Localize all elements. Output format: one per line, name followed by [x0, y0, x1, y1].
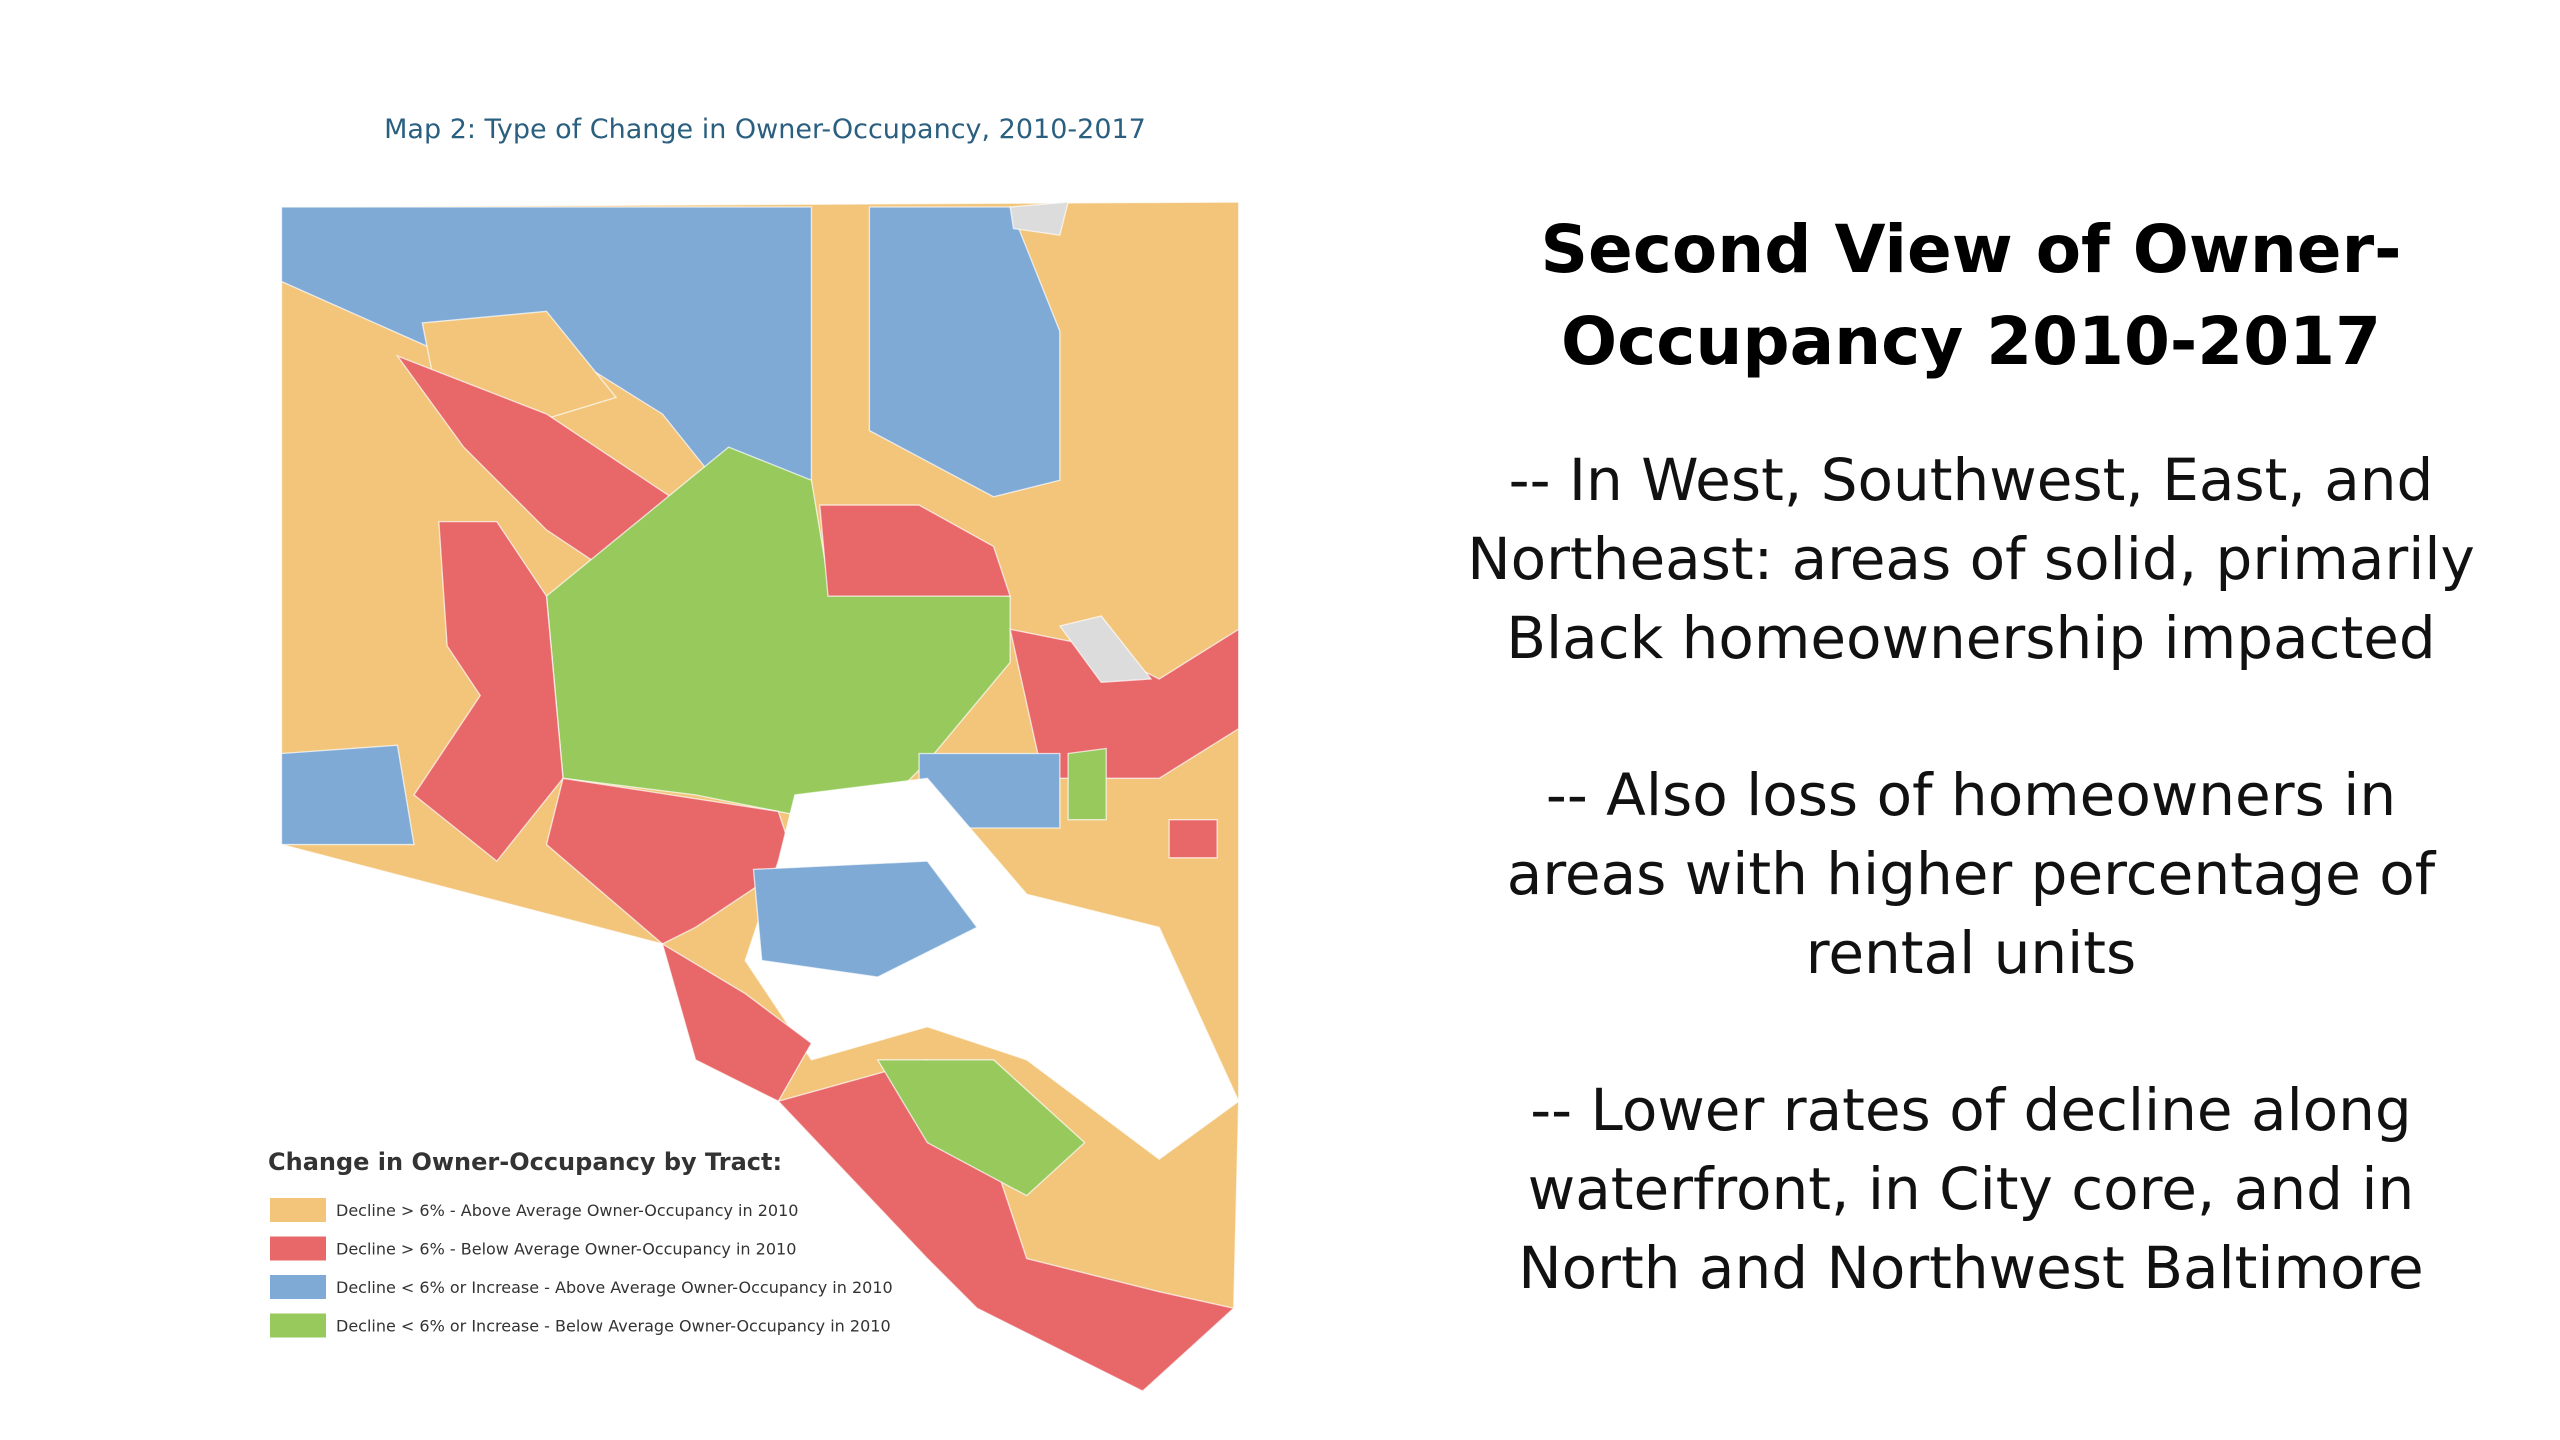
- tract-area: [545, 777, 796, 945]
- tract-area: [1058, 615, 1153, 683]
- legend-label: Decline > 6% - Above Average Owner-Occup…: [336, 1201, 798, 1220]
- tract-area: [876, 1059, 1086, 1197]
- legend-swatch: [270, 1313, 326, 1338]
- tract-area: [280, 744, 415, 846]
- bullet-line: Northeast: areas of solid, primarily: [1467, 525, 2475, 593]
- bullet-line: waterfront, in City core, and in: [1528, 1155, 2414, 1223]
- legend-label: Decline < 6% or Increase - Above Average…: [336, 1278, 893, 1297]
- legend: Decline > 6% - Above Average Owner-Occup…: [270, 1198, 893, 1338]
- bullet-line: Black homeownership impacted: [1506, 604, 2435, 672]
- tract-area: [1009, 201, 1069, 236]
- tract-area: [752, 860, 979, 978]
- legend-swatch: [270, 1198, 326, 1222]
- map-title: Map 2: Type of Change in Owner-Occupancy…: [384, 114, 1146, 145]
- legend-swatch: [270, 1275, 326, 1299]
- tract-area: [545, 446, 1011, 829]
- bullet-line: -- Also loss of homeowners in: [1546, 761, 2396, 829]
- slide-title: Second View of Owner-: [1540, 211, 2401, 288]
- tract-area: [413, 520, 564, 863]
- legend-swatch: [270, 1236, 326, 1261]
- bullet-line: North and Northwest Baltimore: [1518, 1234, 2424, 1302]
- legend-label: Decline > 6% - Below Average Owner-Occup…: [336, 1240, 796, 1259]
- slide-text: Second View of Owner- Occupancy 2010-2017…: [1467, 211, 2475, 1302]
- slide-title: Occupancy 2010-2017: [1561, 303, 2381, 380]
- tract-area: [1067, 747, 1107, 821]
- tract-area: [280, 206, 813, 498]
- bullet-line: -- In West, Southwest, East, and: [1509, 446, 2434, 514]
- tract-area: [1168, 819, 1218, 859]
- legend-title: Change in Owner-Occupancy by Tract:: [268, 1148, 782, 1176]
- tract-area: [661, 942, 813, 1103]
- bullet-line: areas with higher percentage of: [1507, 840, 2437, 908]
- map: [280, 201, 1240, 1392]
- bullet-line: -- Lower rates of decline along: [1530, 1076, 2412, 1144]
- legend-label: Decline < 6% or Increase - Below Average…: [336, 1317, 891, 1336]
- tract-area: [818, 504, 1012, 597]
- bullet-line: rental units: [1806, 919, 2136, 987]
